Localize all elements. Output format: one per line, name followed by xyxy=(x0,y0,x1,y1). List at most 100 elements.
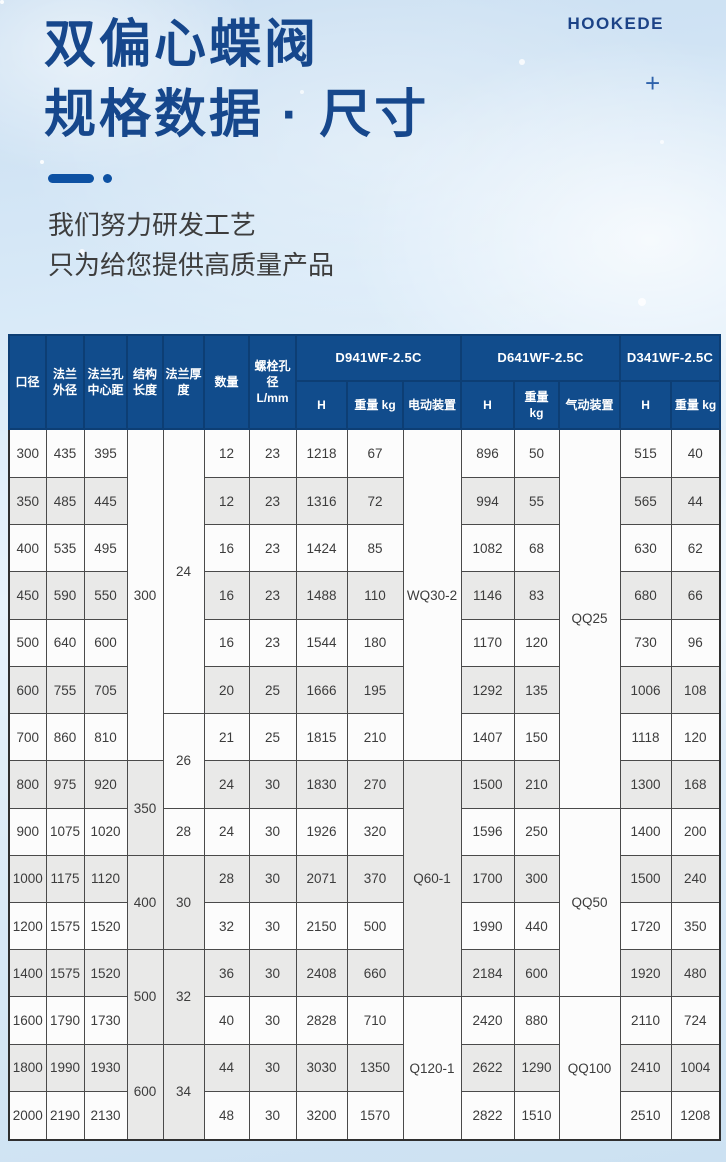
cell-d641-h: 1146 xyxy=(460,571,515,620)
cell-pneumatic-actuator: QQ25 xyxy=(558,428,621,809)
table-row: 500 640 600 16 23 1544 180 1170 120 730 … xyxy=(8,618,721,667)
cell-bolt-hole: 30 xyxy=(248,949,297,998)
cell-d641-h: 1170 xyxy=(460,618,515,667)
cell-diameter: 1000 xyxy=(8,854,47,904)
cell-diameter: 1400 xyxy=(8,949,47,998)
cell-flange-thickness: 24 xyxy=(162,428,205,715)
cell-d941-h: 2828 xyxy=(295,996,348,1045)
cell-qty: 36 xyxy=(203,949,250,998)
cell-flange-od: 1790 xyxy=(45,996,85,1045)
header-d941-weight: 重量 kg xyxy=(346,380,404,430)
header-group-d641: D641WF-2.5C xyxy=(460,334,622,382)
table-row: 400 535 495 16 23 1424 85 1082 68 630 62 xyxy=(8,524,721,573)
header-d641-weight: 重量 kg xyxy=(513,380,561,430)
cell-bolt-circle: 1730 xyxy=(83,996,128,1045)
cell-diameter: 700 xyxy=(8,713,47,762)
cell-bolt-circle: 920 xyxy=(83,760,128,809)
cell-d941-weight: 180 xyxy=(346,618,404,667)
cell-d341-weight: 200 xyxy=(670,807,721,856)
cell-flange-od: 485 xyxy=(45,477,85,526)
cell-qty: 24 xyxy=(203,807,250,856)
cell-bolt-hole: 30 xyxy=(248,901,297,951)
cell-d641-h: 2822 xyxy=(460,1090,515,1141)
table-body: 300 435 395 300 24 12 23 1218 67 WQ30-2 … xyxy=(8,428,721,1141)
cell-flange-od: 975 xyxy=(45,760,85,809)
table-row: 700 860 810 26 21 25 1815 210 1407 150 1… xyxy=(8,713,721,809)
cell-qty: 44 xyxy=(203,1043,250,1092)
cell-qty: 16 xyxy=(203,618,250,667)
cell-diameter: 400 xyxy=(8,524,47,573)
cell-d941-weight: 710 xyxy=(346,996,404,1045)
header-flange-od: 法兰外径 xyxy=(45,334,85,430)
cell-bolt-hole: 30 xyxy=(248,760,297,809)
plus-decoration: + xyxy=(645,68,661,98)
cell-d641-weight: 50 xyxy=(513,428,560,479)
cell-d341-h: 730 xyxy=(619,618,672,667)
cell-d941-h: 3030 xyxy=(295,1043,348,1092)
cell-flange-thickness: 32 xyxy=(162,949,205,1045)
cell-flange-thickness: 26 xyxy=(162,713,205,809)
cell-d341-h: 2410 xyxy=(619,1043,672,1092)
cell-d641-weight: 300 xyxy=(513,854,560,904)
table-row: 1000 1175 1120 400 30 28 30 2071 370 170… xyxy=(8,854,721,951)
cell-d641-h: 2184 xyxy=(460,949,515,998)
cell-qty: 32 xyxy=(203,901,250,951)
cell-diameter: 500 xyxy=(8,618,47,667)
subtitle-line2: 只为给您提供高质量产品 xyxy=(48,250,335,280)
cell-flange-od: 860 xyxy=(45,713,85,762)
cell-bolt-circle: 1520 xyxy=(83,901,128,951)
cell-diameter: 1200 xyxy=(8,901,47,951)
header-d941-h: H xyxy=(295,380,348,430)
cell-flange-od: 1175 xyxy=(45,854,85,904)
cell-flange-thickness: 34 xyxy=(162,1043,205,1141)
cell-d641-weight: 55 xyxy=(513,477,560,526)
cell-d641-weight: 150 xyxy=(513,713,560,762)
cell-d941-h: 1488 xyxy=(295,571,348,620)
header-struct-length: 结构长度 xyxy=(126,334,164,430)
cell-d941-weight: 1350 xyxy=(346,1043,404,1092)
cell-d641-h: 1596 xyxy=(460,807,515,856)
cell-d941-weight: 72 xyxy=(346,477,404,526)
cell-bolt-circle: 600 xyxy=(83,618,128,667)
cell-d941-h: 1830 xyxy=(295,760,348,809)
cell-flange-od: 1575 xyxy=(45,949,85,998)
cell-d941-weight: 67 xyxy=(346,428,404,479)
page-title: 双偏心蝶阀 规格数据 · 尺寸 xyxy=(44,10,429,150)
cell-bolt-circle: 395 xyxy=(83,428,128,479)
cell-flange-od: 435 xyxy=(45,428,85,479)
cell-d941-weight: 110 xyxy=(346,571,404,620)
cell-d641-weight: 83 xyxy=(513,571,560,620)
cell-electric-actuator: Q60-1 xyxy=(402,760,462,998)
header-bolt-circle: 法兰孔中心距 xyxy=(83,334,128,430)
cell-d341-h: 1720 xyxy=(619,901,672,951)
cell-struct-length: 400 xyxy=(126,854,164,951)
cell-d641-weight: 120 xyxy=(513,618,560,667)
cell-electric-actuator: WQ30-2 xyxy=(402,428,462,762)
cell-qty: 40 xyxy=(203,996,250,1045)
cell-flange-od: 755 xyxy=(45,665,85,715)
cell-diameter: 450 xyxy=(8,571,47,620)
cell-d941-weight: 500 xyxy=(346,901,404,951)
header-d641-h: H xyxy=(460,380,516,430)
cell-d641-h: 1990 xyxy=(460,901,515,951)
cell-diameter: 600 xyxy=(8,665,47,715)
cell-d341-weight: 66 xyxy=(670,571,721,620)
cell-d941-h: 1815 xyxy=(295,713,348,762)
subtitle: 我们努力研发工艺 只为给您提供高质量产品 xyxy=(48,205,334,285)
cell-bolt-circle: 1520 xyxy=(83,949,128,998)
table-row: 1800 1990 1930 600 34 44 30 3030 1350 26… xyxy=(8,1043,721,1141)
cell-bolt-circle: 1930 xyxy=(83,1043,128,1092)
header-group-d941: D941WF-2.5C xyxy=(294,334,463,382)
cell-bolt-hole: 30 xyxy=(248,1090,297,1141)
cell-diameter: 800 xyxy=(8,760,47,809)
cell-flange-od: 2190 xyxy=(45,1090,85,1141)
cell-d341-weight: 168 xyxy=(670,760,721,809)
cell-qty: 28 xyxy=(203,854,250,904)
cell-d641-weight: 440 xyxy=(513,901,560,951)
cell-d341-weight: 40 xyxy=(670,428,721,479)
cell-bolt-circle: 1020 xyxy=(83,807,128,856)
table-row: 1400 1575 1520 500 32 36 30 2408 660 218… xyxy=(8,949,721,1045)
cell-d941-h: 1424 xyxy=(295,524,348,573)
cell-d641-weight: 1290 xyxy=(513,1043,560,1092)
